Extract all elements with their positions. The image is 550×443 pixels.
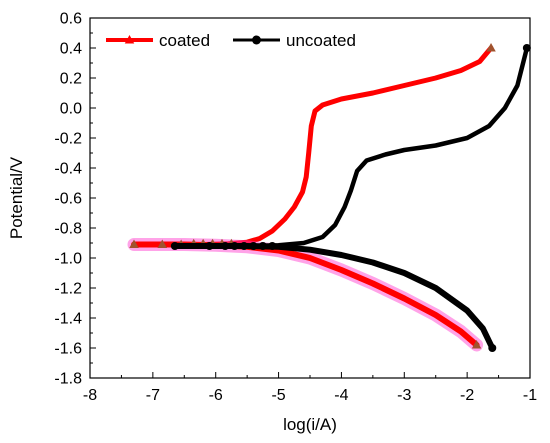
series-uncoated-marker (522, 44, 531, 52)
y-tick-label: -1.0 (54, 251, 82, 268)
series-uncoated-marker (205, 242, 214, 250)
legend-uncoated-marker (252, 35, 261, 45)
y-tick-label: -0.4 (54, 161, 82, 178)
legend-coated-label: coated (159, 31, 210, 50)
legend-uncoated-label: uncoated (286, 31, 356, 50)
y-tick-label: 0.4 (60, 41, 82, 58)
series-uncoated-marker (240, 242, 248, 250)
y-axis-label: Potential/V (7, 156, 26, 239)
axes-layer: -8 -7 -6 -5 -4 -3 -2 -1 0.6 0.4 0.2 0.0 -0.2 -0.4 -0.6… (54, 11, 537, 405)
y-tick-label: -1.8 (54, 371, 82, 388)
x-axis-label: log(i/A) (283, 415, 337, 434)
y-tick-label: -1.6 (54, 341, 82, 358)
y-tick-label: -0.8 (54, 221, 82, 238)
series-coated-cathodic-line (131, 241, 480, 348)
x-tick-label: -1 (523, 387, 537, 404)
series-coated-marker (157, 239, 168, 248)
y-tick-label: 0.2 (60, 71, 82, 88)
series-coated-marker (129, 239, 139, 248)
x-tick-label: -2 (460, 387, 474, 404)
y-tick-label: -0.6 (54, 191, 82, 208)
series-uncoated-marker (221, 242, 230, 250)
y-tick-label: 0.6 (60, 11, 82, 28)
series-uncoated-marker (258, 242, 267, 250)
y-tick-label: -1.2 (54, 281, 82, 298)
legend-coated-marker (124, 35, 135, 44)
series-uncoated-marker (249, 242, 258, 250)
x-tick-label: -3 (397, 387, 411, 404)
series-coated-marker (486, 43, 496, 52)
curves-layer (127, 43, 531, 352)
series-uncoated-marker (170, 242, 179, 250)
y-tick-label: 0.0 (60, 101, 82, 118)
series-uncoated-marker (268, 242, 277, 250)
plot-frame (89, 17, 531, 379)
legend: coated uncoated (106, 31, 356, 50)
series-uncoated-marker (230, 242, 239, 250)
series-uncoated-anodic-line (172, 45, 530, 249)
x-tick-label: -6 (209, 387, 223, 404)
y-tick-label: -0.2 (54, 131, 82, 148)
x-tick-label: -4 (334, 387, 348, 404)
x-tick-label: -8 (83, 387, 97, 404)
x-tick-label: -7 (146, 387, 160, 404)
y-tick-label: -1.4 (54, 311, 82, 328)
x-tick-label: -5 (271, 387, 285, 404)
series-coated-marker (471, 340, 482, 349)
series-uncoated-marker (488, 344, 497, 352)
